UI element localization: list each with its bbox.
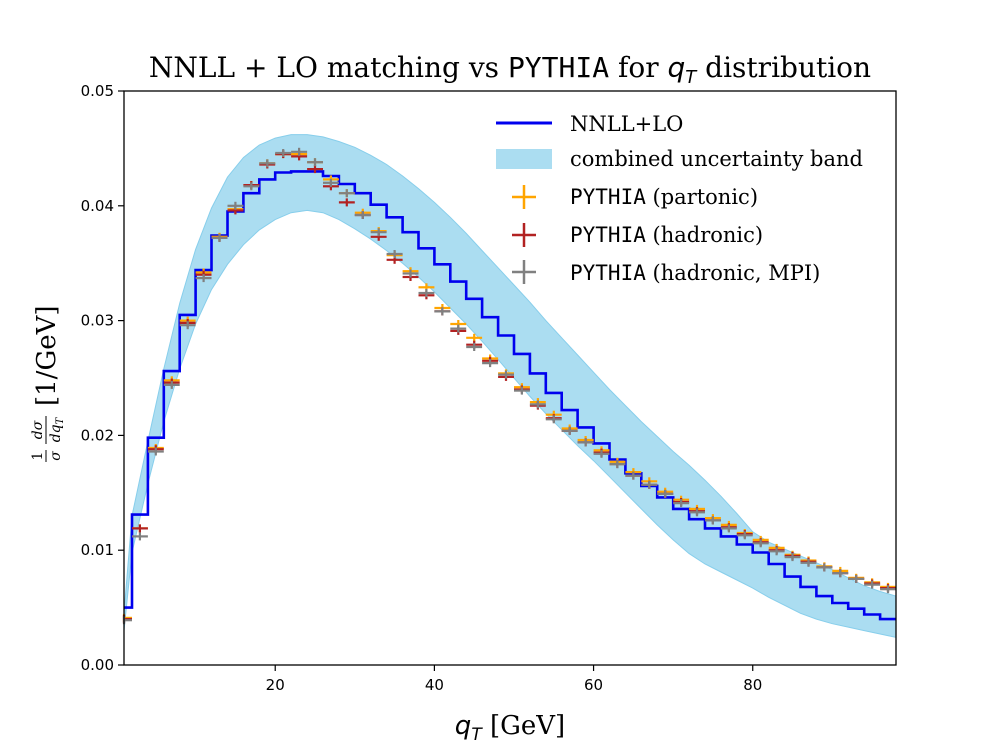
pythia-hadronic-mpi-point <box>434 307 451 316</box>
legend-swatch-band <box>496 149 552 169</box>
x-tick-label: 80 <box>743 676 762 694</box>
y-tick-label: 0.05 <box>81 82 114 100</box>
pythia-hadronic-point <box>307 165 323 174</box>
pythia-hadronic-mpi-point <box>354 211 371 219</box>
pythia-hadronic-mpi-point <box>450 324 467 333</box>
pythia-points-layer <box>122 147 896 625</box>
y-axis-label: 1 σ dσ dqT [1/GeV] <box>30 305 66 462</box>
pythia-hadronic-mpi-point <box>864 580 881 589</box>
pythia-hadronic-mpi-point <box>561 426 578 435</box>
pythia-hadronic-mpi-point <box>705 516 721 525</box>
y-label-frac-den: σ <box>48 451 64 461</box>
pythia-hadronic-mpi-point <box>641 480 658 489</box>
pythia-hadronic-point <box>338 198 355 207</box>
chart-title: NNLL + LO matching vs PYTHIA for qT dist… <box>149 51 871 88</box>
pythia-hadronic-mpi-point <box>211 233 228 242</box>
pythia-hadronic-mpi-point <box>259 159 276 168</box>
y-tick-label: 0.03 <box>81 312 114 330</box>
y-axis-ticks: 0.00 0.01 0.02 0.03 0.04 0.05 <box>81 82 124 674</box>
pythia-hadronic-mpi-point <box>848 574 865 583</box>
pythia-hadronic-mpi-point <box>132 532 148 541</box>
y-tick-label: 0.00 <box>81 656 114 674</box>
pythia-hadronic-mpi-point <box>784 553 801 562</box>
pythia-hadronic-point <box>132 524 148 533</box>
pythia-hadronic-mpi-point <box>736 531 753 540</box>
legend-label-partonic: PYTHIA (partonic) <box>570 185 758 209</box>
pythia-hadronic-mpi-point <box>291 147 308 156</box>
pythia-hadronic-mpi-point <box>673 499 690 508</box>
pythia-hadronic-mpi-point <box>195 274 212 283</box>
y-label-deriv-num: dσ <box>30 420 46 439</box>
x-tick-label: 20 <box>266 676 285 694</box>
pythia-hadronic-mpi-point <box>402 269 419 278</box>
pythia-hadronic-mpi-point <box>179 321 196 330</box>
pythia-hadronic-mpi-point <box>545 415 562 424</box>
pythia-hadronic-mpi-point <box>338 189 355 198</box>
pythia-hadronic-mpi-point <box>752 539 769 548</box>
pythia-hadronic-mpi-point <box>498 370 514 379</box>
pythia-hadronic-mpi-point <box>466 343 483 351</box>
legend-label-hadronic: PYTHIA (hadronic) <box>570 223 763 247</box>
pythia-hadronic-mpi-point <box>386 250 403 258</box>
pythia-hadronic-mpi-point <box>163 380 180 389</box>
y-tick-label: 0.04 <box>81 197 114 215</box>
pythia-hadronic-mpi-point <box>323 178 339 187</box>
legend-label-mpi: PYTHIA (hadronic, MPI) <box>570 261 820 285</box>
y-label-frac-num: 1 <box>30 452 46 461</box>
x-tick-label: 60 <box>584 676 603 694</box>
pythia-hadronic-mpi-point <box>577 438 594 447</box>
pythia-hadronic-mpi-point <box>816 563 833 572</box>
legend-label-nnll-lo: NNLL+LO <box>570 112 683 136</box>
y-label-deriv-den: dqT <box>48 416 66 442</box>
pythia-hadronic-mpi-point <box>275 149 292 157</box>
y-label-unit: [1/GeV] <box>32 305 62 406</box>
nnll-lo-step-line <box>124 170 896 621</box>
pythia-hadronic-mpi-point <box>768 547 785 556</box>
pythia-hadronic-mpi-point <box>529 400 546 409</box>
pythia-hadronic-mpi-point <box>307 158 323 167</box>
y-tick-label: 0.02 <box>81 426 114 444</box>
pythia-hadronic-mpi-point <box>689 508 705 517</box>
pythia-hadronic-mpi-point <box>609 460 626 469</box>
plot-frame <box>123 90 897 666</box>
pythia-hadronic-mpi-point <box>625 471 642 480</box>
legend-label-band: combined uncertainty band <box>570 147 863 171</box>
pythia-hadronic-mpi-point <box>418 289 435 297</box>
pythia-hadronic-mpi-point <box>657 489 674 498</box>
pythia-partonic-point <box>466 333 483 342</box>
pythia-hadronic-mpi-point <box>720 524 737 533</box>
x-axis-ticks: 20 40 60 80 <box>266 665 762 694</box>
x-axis-label: qT [GeV] <box>455 711 565 745</box>
nnll-lo-line-layer <box>124 170 896 621</box>
pythia-hadronic-mpi-point <box>147 447 164 456</box>
x-tick-label: 40 <box>425 676 444 694</box>
pythia-hadronic-mpi-point <box>800 558 817 567</box>
pythia-hadronic-mpi-point <box>593 449 610 458</box>
pythia-hadronic-mpi-point <box>880 585 896 594</box>
legend: NNLL+LO combined uncertainty band PYTHIA… <box>496 112 863 285</box>
pythia-hadronic-mpi-point <box>243 182 260 191</box>
pythia-hadronic-mpi-point <box>370 228 387 237</box>
pythia-hadronic-mpi-point <box>514 386 530 395</box>
pythia-hadronic-mpi-point <box>227 201 244 210</box>
y-tick-label: 0.01 <box>81 541 114 559</box>
pythia-hadronic-mpi-point <box>832 569 849 578</box>
pythia-hadronic-mpi-point <box>482 359 499 368</box>
